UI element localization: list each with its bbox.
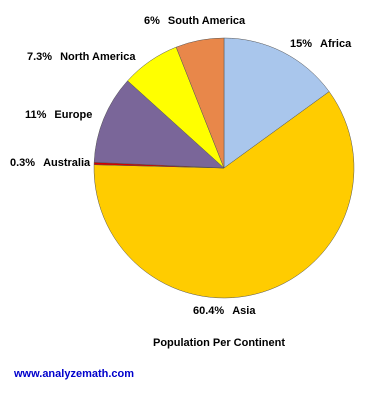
source-link: www.analyzemath.com <box>13 368 134 380</box>
pie-slice <box>175 37 225 169</box>
category-label: South America <box>168 15 246 27</box>
pie-slice <box>93 80 225 169</box>
pie-slice <box>223 37 330 169</box>
value-label: 11% <box>25 109 47 121</box>
category-label: Australia <box>43 157 91 169</box>
slice-label: 7.3% North America <box>27 51 136 63</box>
pie-slice <box>93 91 355 299</box>
slice-label: 11% Europe <box>25 109 92 121</box>
category-label: Africa <box>320 38 352 50</box>
category-label: Europe <box>54 109 92 121</box>
value-label: 6% <box>144 15 160 27</box>
chart-title: Population Per Continent <box>153 337 285 349</box>
category-label: North America <box>60 51 136 63</box>
value-label: 15% <box>290 38 312 50</box>
slice-label: 6% South America <box>144 15 246 27</box>
slice-label: 60.4% Asia <box>193 305 256 317</box>
category-label: Asia <box>232 305 256 317</box>
slice-label: 15% Africa <box>290 38 352 50</box>
value-label: 60.4% <box>193 305 224 317</box>
value-label: 7.3% <box>27 51 52 63</box>
slice-label: 0.3% Australia <box>10 157 91 169</box>
value-label: 0.3% <box>10 157 35 169</box>
